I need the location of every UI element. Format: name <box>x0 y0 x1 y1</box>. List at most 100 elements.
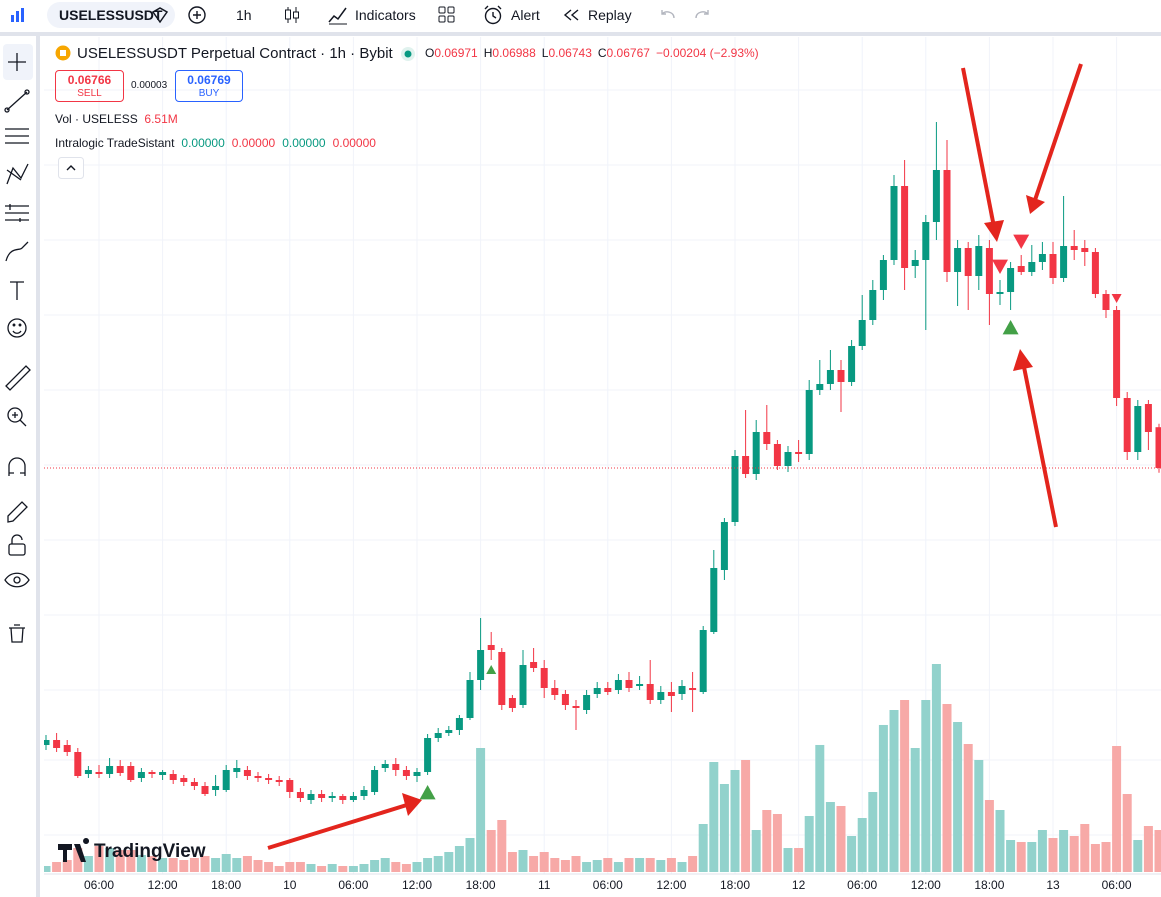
candle-body <box>593 688 601 694</box>
candle-body <box>466 680 474 718</box>
alert-icon[interactable] <box>482 4 504 26</box>
replay[interactable]: Replay <box>588 0 632 30</box>
app-logo[interactable] <box>8 6 26 24</box>
candle-body <box>763 432 771 444</box>
replay-icon[interactable] <box>563 8 581 22</box>
volume-bar <box>242 856 252 872</box>
volume-bar <box>136 854 146 872</box>
arrow <box>961 67 996 228</box>
indicator-name: Intralogic TradeSistant <box>55 136 175 150</box>
volume-bar <box>1059 830 1069 872</box>
undo-redo[interactable] <box>658 6 718 24</box>
candle-body <box>371 770 379 792</box>
indicator-value: 0.00000 <box>231 136 276 150</box>
volume-bar <box>1112 746 1122 872</box>
candle-body <box>63 745 71 752</box>
volume-bar <box>772 814 782 872</box>
volume-bar <box>963 744 973 872</box>
volume-bar <box>677 862 687 872</box>
candle-body <box>233 768 241 772</box>
alert[interactable]: Alert <box>511 0 540 30</box>
indicators-icon[interactable] <box>327 4 349 26</box>
volume-bar <box>518 850 528 872</box>
candle-body <box>519 665 527 705</box>
x-tick-label: 12:00 <box>911 878 941 892</box>
indicator-value: 0.00000 <box>282 136 326 150</box>
sell-button[interactable]: 0.06766 SELL <box>55 70 124 102</box>
volume-bar <box>847 836 857 872</box>
volume-value: 6.51M <box>144 112 178 126</box>
x-tick-label: 18:00 <box>974 878 1004 892</box>
volume-legend: Vol · USELESS 6.51M <box>55 112 178 126</box>
ohlc-value: 0.06971 <box>434 46 478 60</box>
chart-type[interactable] <box>282 4 302 26</box>
drawing-tools[interactable] <box>0 36 36 656</box>
volume-bar <box>295 862 305 872</box>
candle-body <box>720 522 728 570</box>
volume-bar <box>476 748 486 872</box>
candle-body <box>964 248 972 276</box>
ohlc-key: O <box>425 46 435 60</box>
indicators[interactable]: Indicators <box>355 0 416 30</box>
market-status <box>401 47 415 61</box>
candle-body <box>212 786 220 790</box>
volume-name: Vol · USELESS <box>55 112 138 126</box>
volume-bar <box>497 820 507 872</box>
volume-bar <box>1154 830 1161 872</box>
candle-body <box>699 630 707 692</box>
collapse-legend[interactable] <box>58 157 84 179</box>
candle-body <box>795 452 803 454</box>
volume-bar <box>465 838 475 872</box>
candle-body <box>1102 294 1110 310</box>
ohlc-item: O0.06971 <box>425 46 478 60</box>
interval-label: 1h <box>236 7 252 23</box>
candle-body <box>1123 398 1131 452</box>
buy-button[interactable]: 0.06769 BUY <box>175 70 243 102</box>
candle-body <box>1144 404 1152 432</box>
candle-body <box>84 770 92 774</box>
left-toolbar <box>0 36 40 897</box>
candle-body <box>339 796 347 800</box>
volume-bar <box>486 830 496 872</box>
ohlc-key: H <box>483 46 493 60</box>
sell-signal <box>992 259 1008 274</box>
volume-bar <box>189 858 199 872</box>
candle-body <box>275 780 283 782</box>
candle-body <box>106 766 114 774</box>
chart-title: USELESSUSDT Perpetual Contract · 1h · By… <box>77 45 393 62</box>
candle-body <box>307 794 315 800</box>
volume-bar <box>645 858 655 872</box>
x-tick-label: 06:00 <box>847 878 877 892</box>
candle-body <box>159 772 167 775</box>
interval[interactable]: 1h <box>236 0 252 30</box>
volume-bar <box>804 816 814 872</box>
candle-body <box>784 452 792 466</box>
chart: 06:00 12:00 18:00 10 06:00 12:00 18:00 11 06:00 1… <box>44 37 1161 892</box>
buy-signal <box>419 785 436 800</box>
volume-bar <box>454 846 464 872</box>
volume-bar <box>613 862 623 872</box>
volume-bar <box>1006 840 1016 872</box>
annotations <box>267 63 1083 850</box>
sell-label: SELL <box>77 88 102 99</box>
candle-body <box>572 706 580 708</box>
layouts[interactable] <box>437 5 457 25</box>
candle-body <box>1007 268 1015 292</box>
sell-price: 0.06766 <box>67 73 112 87</box>
candle-body <box>932 170 940 222</box>
candle-body <box>445 730 453 733</box>
volume-bar <box>1122 794 1132 872</box>
volume-bar <box>836 806 846 872</box>
volume-bar <box>380 858 390 872</box>
x-tick-label: 12:00 <box>402 878 432 892</box>
volume-bar <box>338 866 348 872</box>
candle-body <box>127 766 135 780</box>
volume-bar <box>52 862 62 872</box>
volume-bar <box>1090 844 1100 872</box>
arrow-head <box>984 220 1004 242</box>
add-symbol[interactable] <box>186 5 208 27</box>
volume-bar <box>783 848 793 872</box>
volume-bar <box>401 864 411 872</box>
symbol-search[interactable]: USELESSUSDT <box>47 2 175 28</box>
